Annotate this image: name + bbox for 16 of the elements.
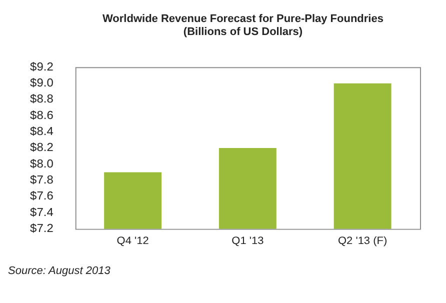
source-note: Source: August 2013 [8, 265, 112, 277]
y-tick-label: $8.2 [30, 141, 54, 154]
chart-title: Worldwide Revenue Forecast for Pure-Play Foundries (Billions of US Dollars) [102, 12, 384, 39]
y-tick-label: $7.6 [30, 190, 54, 203]
y-tick-label: $8.8 [30, 92, 54, 106]
y-tick-label: $7.8 [30, 174, 54, 186]
y-tick-label: $7.2 [30, 222, 54, 235]
x-tick-label: Q1 '13 [232, 235, 264, 247]
y-tick-label: $9.0 [30, 76, 54, 90]
x-tick-label: Q2 '13 (F) [338, 235, 388, 247]
y-tick-label: $8.6 [30, 109, 54, 122]
y-tick-label: $9.2 [30, 60, 54, 74]
y-tick-label: $8.0 [30, 158, 54, 170]
y-tick-label: $7.4 [30, 206, 54, 219]
x-tick-label: Q4 '12 [116, 235, 149, 247]
y-tick-label: $8.4 [30, 125, 54, 138]
